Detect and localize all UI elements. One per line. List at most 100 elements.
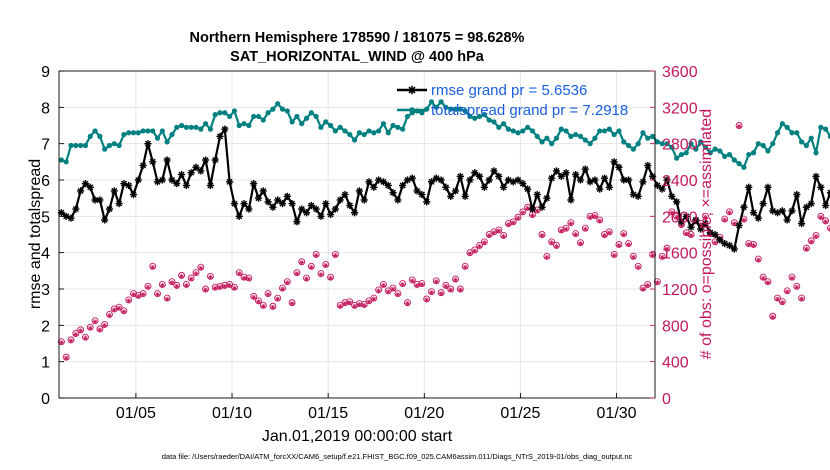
totalspread-point <box>299 121 305 127</box>
obs-assimilated-point <box>712 240 718 246</box>
obs-assimilated-point <box>183 282 189 288</box>
obs-assimilated-point <box>659 254 665 260</box>
rmse-point <box>317 212 325 220</box>
rmse-point <box>408 174 416 182</box>
totalspread-point <box>351 137 358 143</box>
totalspread-point <box>404 113 411 120</box>
obs-assimilated-point <box>304 276 309 282</box>
obs-assimilated-point <box>645 282 651 288</box>
totalspread-point <box>198 126 204 132</box>
totalspread-point <box>82 142 89 149</box>
rmse-point <box>673 198 681 206</box>
totalspread-point <box>823 126 829 132</box>
totalspread-point <box>289 119 295 125</box>
y-tick-label-right: 1600 <box>662 246 698 263</box>
totalspread-point <box>251 113 257 120</box>
obs-assimilated-point <box>371 296 377 302</box>
obs-assimilated-point <box>414 282 420 288</box>
chart-title-line1: Northern Hemisphere 178590 / 181075 = 98… <box>190 30 525 46</box>
obs-assimilated-point <box>611 252 617 258</box>
rmse-point <box>365 178 373 186</box>
rmse-point <box>802 203 811 211</box>
totalspread-point <box>347 131 353 138</box>
totalspread-point <box>126 130 132 136</box>
totalspread-point <box>563 128 569 134</box>
obs-assimilated-point <box>174 283 180 289</box>
rmse-point <box>331 205 339 213</box>
rmse-point <box>485 176 493 184</box>
obs-assimilated-point <box>308 264 314 270</box>
totalspread-point <box>130 130 137 136</box>
totalspread-point <box>87 133 93 139</box>
obs-assimilated-point <box>131 292 136 297</box>
totalspread-point <box>327 122 334 129</box>
totalspread-point <box>174 124 180 130</box>
totalspread-point <box>135 130 141 136</box>
totalspread-point <box>731 157 737 163</box>
rmse-point <box>528 205 537 213</box>
obs-assimilated-point <box>116 305 122 311</box>
rmse-point <box>788 207 796 215</box>
rmse-point <box>692 216 700 224</box>
totalspread-point <box>779 121 785 127</box>
obs-assimilated-point <box>554 243 559 249</box>
totalspread-point <box>395 124 401 130</box>
rmse-point <box>240 200 248 208</box>
rmse-point <box>129 190 138 199</box>
obs-assimilated-point <box>539 233 545 238</box>
obs-assimilated-point <box>828 227 830 232</box>
obs-assimilated-point <box>299 260 305 266</box>
obs-assimilated-point <box>746 242 752 247</box>
rmse-point <box>567 196 575 204</box>
y-tick-label-right: 2800 <box>662 137 698 154</box>
rmse-point <box>797 220 806 228</box>
rmse-point <box>177 170 186 179</box>
obs-assimilated-point <box>534 208 540 214</box>
obs-assimilated-point <box>472 248 478 254</box>
totalspread-point <box>284 108 290 114</box>
rmse-point <box>442 183 450 191</box>
obs-assimilated-point <box>169 280 175 286</box>
rmse-point <box>216 132 224 140</box>
obs-assimilated-point <box>280 286 285 292</box>
rmse-point <box>663 176 671 184</box>
totalspread-point <box>712 146 718 152</box>
totalspread-point <box>400 126 406 132</box>
rmse-point <box>389 189 397 197</box>
rmse-point <box>447 192 455 200</box>
obs-assimilated-point <box>270 304 276 310</box>
x-tick-label: 01/20 <box>404 405 444 422</box>
totalspread-point <box>366 128 372 134</box>
totalspread-point <box>693 146 699 152</box>
totalspread-point <box>630 146 636 152</box>
obs-assimilated-point <box>568 221 574 226</box>
obs-assimilated-point <box>443 283 449 289</box>
rmse-point <box>504 176 513 184</box>
rmse-point <box>278 200 287 208</box>
rmse-point <box>538 203 546 211</box>
rmse-point <box>230 200 239 208</box>
obs-assimilated-point <box>770 314 776 320</box>
obs-assimilated-point <box>640 286 646 292</box>
y-tick-label-left: 0 <box>41 391 50 408</box>
rmse-point <box>783 216 791 224</box>
legend-label-rmse: rmse grand pr = 5.6536 <box>431 82 587 99</box>
obs-assimilated-point <box>284 280 290 286</box>
obs-assimilated-point <box>448 287 454 293</box>
rmse-point <box>624 176 633 184</box>
obs-assimilated-point <box>97 327 103 333</box>
totalspread-point <box>97 133 103 139</box>
obs-assimilated-point <box>328 275 333 281</box>
obs-possible-point <box>826 224 830 232</box>
totalspread-point <box>68 142 74 149</box>
obs-assimilated-point <box>73 332 79 337</box>
y-tick-label-right: 3600 <box>662 64 698 81</box>
obs-assimilated-point <box>193 271 199 276</box>
y-tick-label-left: 6 <box>41 173 50 190</box>
totalspread-point <box>674 155 680 161</box>
rmse-point <box>355 187 364 195</box>
obs-assimilated-point <box>794 284 800 290</box>
rmse-point <box>514 176 522 184</box>
totalspread-point <box>798 139 805 145</box>
obs-assimilated-point <box>337 303 343 309</box>
